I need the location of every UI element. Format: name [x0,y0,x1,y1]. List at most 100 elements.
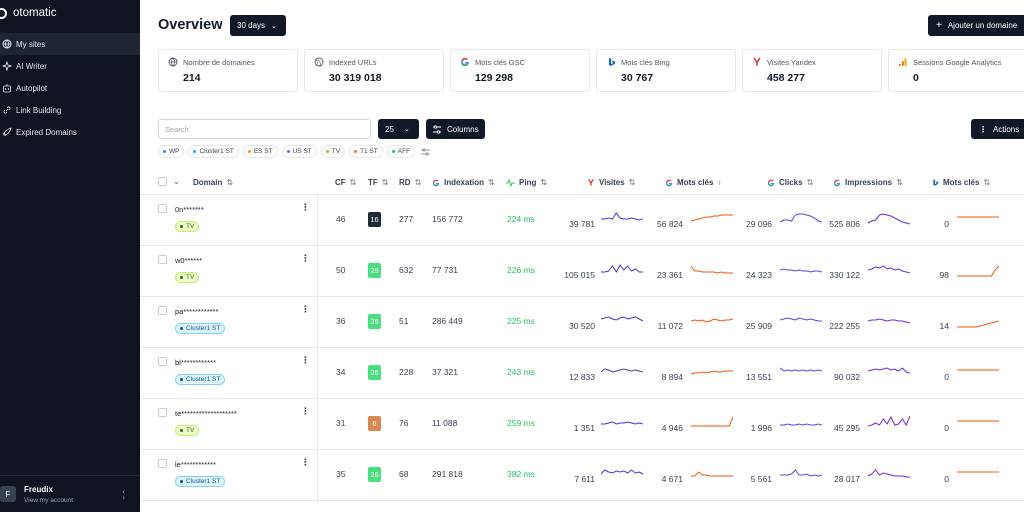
per-page-value: 25 [385,124,394,134]
col-ping[interactable]: Ping ⇅ [506,178,547,187]
row-menu-icon[interactable]: ⋮ [301,457,310,467]
filter-chip-t1-st[interactable]: T1 ST [349,145,383,158]
row-checkbox[interactable] [158,459,167,468]
domain-name[interactable]: 0n******* [175,205,204,214]
row-checkbox[interactable] [158,408,167,417]
domain-name[interactable]: te******************* [175,409,237,418]
filter-chip-tv[interactable]: TV [320,145,346,158]
tag-dot [180,429,183,432]
impressions-value: 222 255 [829,321,860,331]
column-divider [317,399,318,450]
expand-all-icon[interactable]: ⌄ [173,177,180,186]
col-impressions[interactable]: Impressions ⇅ [833,178,903,187]
keywords-sparkline [691,214,733,222]
date-range-select[interactable]: 30 days ⌄ [230,15,286,36]
row-menu-icon[interactable]: ⋮ [301,253,310,263]
sparkline-path [691,318,733,323]
row-checkbox[interactable] [158,204,167,213]
col-mots-cles[interactable]: Mots clés ↑ [665,178,721,187]
brand-logo[interactable]: otomatic [0,4,56,22]
clicks-value: 5 561 [750,474,772,484]
sidebar-item-ai-writer[interactable]: AI Writer [0,55,140,77]
actions-label: Actions [993,124,1020,134]
indexation-value: 156 772 [432,214,463,224]
col-label: Ping [519,178,537,187]
sidebar-item-autopilot[interactable]: Autopilot [0,77,140,99]
col-clicks[interactable]: Clicks ⇅ [767,178,813,187]
row-checkbox[interactable] [158,255,167,264]
filter-chip-aff[interactable]: AFF [386,145,416,158]
row-menu-icon[interactable]: ⋮ [301,355,310,365]
filter-chips: WP Cluster1 ST ES ST US ST TV T1 ST AFF [158,145,431,158]
sparkline-path [957,265,999,277]
filter-chip-us-st[interactable]: US ST [281,145,317,158]
sparkline-path [957,320,999,328]
col-cf[interactable]: CF ⇅ [335,178,356,187]
table-row[interactable]: te******************* ⋮ TV 31 6 76 11 088 259 m… [140,399,1024,450]
col-visites[interactable]: Visites ⇅ [587,178,635,187]
sparkline-path [780,213,822,223]
table-row[interactable]: w0****** ⋮ TV 50 29 632 77 731 226 ms 105 015 23 … [140,246,1024,297]
domain-name[interactable]: le************ [175,460,216,469]
user-account[interactable]: F Freudix View my account ‹ › [0,475,140,512]
domain-name[interactable]: bl************ [175,358,216,367]
chip-label: US ST [292,148,312,155]
col-label: RD [399,178,411,187]
chip-label: TV [331,148,341,155]
row-menu-icon[interactable]: ⋮ [301,406,310,416]
sort-icon: ⇅ [488,178,495,187]
row-checkbox[interactable] [158,357,167,366]
table-row[interactable]: pa************ ⋮ Cluster1 ST 36 26 51 286 449 2… [140,297,1024,348]
sidebar-nav: My sites AI Writer Autopilot Link Buildi… [0,33,140,143]
tf-badge: 26 [368,467,381,482]
col-tf[interactable]: TF ⇅ [368,178,388,187]
filter-chip-es-st[interactable]: ES ST [242,145,278,158]
tag-label: TV [186,274,195,281]
sort-icon: ⇅ [628,178,636,187]
impressions-value: 525 806 [829,219,860,229]
keywords-sparkline [691,265,733,274]
bing-sparkline [957,320,999,328]
col-rd[interactable]: RD ⇅ [399,178,421,187]
search-input[interactable] [158,119,371,139]
table-row[interactable]: le************ ⋮ Cluster1 ST 35 26 68 291 818 3… [140,450,1024,501]
table-row[interactable]: bl************ ⋮ Cluster1 ST 34 26 228 37 321 2… [140,348,1024,399]
filter-settings-icon[interactable] [421,148,431,156]
row-menu-icon[interactable]: ⋮ [301,304,310,314]
select-all-checkbox[interactable] [158,177,167,186]
sort-icon: ⇅ [381,178,389,187]
stat-value: 458 277 [767,72,805,84]
filter-chip-cluster1-st[interactable]: Cluster1 ST [188,145,239,158]
columns-button[interactable]: Columns [426,119,485,139]
actions-button[interactable]: ⋮ Actions [971,119,1024,139]
col-domain[interactable]: Domain ⇅ [193,178,233,187]
table-header: ⌄ Domain ⇅ CF ⇅ TF ⇅ RD ⇅ Indexation ⇅ Ping ⇅ … [140,169,1024,195]
domain-name[interactable]: pa************ [175,307,219,316]
clicks-value: 13 551 [746,372,772,382]
tag-dot [180,276,183,279]
bing-sparkline [957,420,999,422]
globe-icon [2,39,12,49]
col-label: Mots clés [943,178,980,187]
col-mots-cles-bing[interactable]: Mots clés ⇅ [931,178,990,187]
sort-icon: ⇅ [540,178,548,187]
per-page-select[interactable]: 25 ⌄ [378,119,419,139]
row-menu-icon[interactable]: ⋮ [301,202,310,212]
sort-icon: ⇅ [983,178,991,187]
table-row[interactable]: 0n******* ⋮ TV 46 16 277 156 772 224 ms 39 781 56… [140,195,1024,246]
tag-label: TV [186,427,195,434]
google-icon [665,179,673,186]
filter-chip-wp[interactable]: WP [158,145,185,158]
sidebar-item-link-building[interactable]: Link Building [0,99,140,121]
sparkline-path [601,316,643,322]
domain-name[interactable]: w0****** [175,256,203,265]
col-label: Impressions [845,178,893,187]
column-divider [317,195,318,246]
add-domain-button[interactable]: + Ajouter un domaine [928,15,1024,36]
stat-value: 129 298 [475,72,513,84]
stat-value: 0 [913,72,919,84]
row-checkbox[interactable] [158,306,167,315]
col-indexation[interactable]: Indexation ⇅ [432,178,495,187]
sidebar-item-my-sites[interactable]: My sites [0,33,140,55]
sidebar-item-expired-domains[interactable]: Expired Domains [0,121,140,143]
